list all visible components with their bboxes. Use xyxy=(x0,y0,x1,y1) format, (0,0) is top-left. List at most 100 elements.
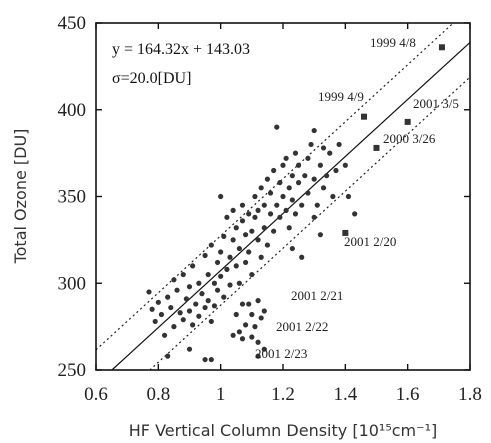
data-point xyxy=(239,202,246,208)
data-point xyxy=(292,211,299,217)
data-point xyxy=(186,346,193,352)
data-point xyxy=(271,167,277,174)
data-point xyxy=(267,190,274,196)
data-point xyxy=(239,218,246,224)
data-point xyxy=(146,289,152,295)
equation-label: y = 164.32x + 143.03 xyxy=(112,41,250,58)
data-point xyxy=(202,304,208,311)
x-tick-label: 0.8 xyxy=(146,384,170,405)
x-tick-label: 1 xyxy=(216,384,226,405)
data-point xyxy=(261,308,267,314)
data-point xyxy=(327,150,333,156)
data-point xyxy=(190,322,196,328)
annotation-label: 2000 3/26 xyxy=(383,131,436,146)
data-point xyxy=(186,308,193,314)
data-point xyxy=(236,329,242,335)
data-point xyxy=(233,263,239,269)
data-point xyxy=(171,324,177,330)
data-point xyxy=(214,287,221,293)
data-point xyxy=(261,346,267,352)
data-point xyxy=(165,353,171,359)
data-point xyxy=(249,228,255,234)
data-point xyxy=(202,252,208,259)
data-point xyxy=(289,245,295,252)
fit-line-upper xyxy=(95,22,454,351)
data-point xyxy=(258,254,264,260)
x-axis-title: HF Vertical Column Density [10¹⁵cm⁻¹] xyxy=(129,421,437,440)
data-point xyxy=(249,311,255,318)
data-point xyxy=(218,273,224,279)
data-point xyxy=(274,202,280,208)
data-point xyxy=(196,280,202,286)
x-tick-label: 1.8 xyxy=(458,384,482,405)
data-point xyxy=(292,150,299,156)
data-point xyxy=(236,280,242,286)
data-point xyxy=(205,298,211,304)
data-point xyxy=(286,225,292,231)
data-point xyxy=(211,303,218,309)
data-point xyxy=(336,141,342,148)
data-point xyxy=(311,127,317,134)
data-point xyxy=(227,282,233,288)
data-point xyxy=(196,313,202,319)
data-point xyxy=(283,155,289,161)
annotation-label: 2001 2/23 xyxy=(255,346,307,361)
data-point xyxy=(261,202,267,208)
data-point xyxy=(243,232,249,238)
data-point xyxy=(252,324,258,330)
data-point xyxy=(183,296,189,302)
y-tick-label: 400 xyxy=(58,100,87,121)
data-point xyxy=(177,310,183,316)
y-tick-label: 300 xyxy=(58,273,87,294)
data-point xyxy=(305,190,311,196)
data-point xyxy=(233,311,239,318)
highlighted-point xyxy=(373,144,380,151)
data-point xyxy=(258,185,264,191)
data-point xyxy=(255,298,261,304)
data-point xyxy=(193,301,199,307)
data-point xyxy=(330,193,336,200)
data-point xyxy=(277,180,283,186)
data-point xyxy=(255,339,261,345)
data-point xyxy=(224,266,230,272)
data-point xyxy=(255,207,261,213)
data-point xyxy=(264,176,271,182)
data-point xyxy=(218,193,224,200)
data-point xyxy=(302,173,308,179)
data-point xyxy=(317,162,323,168)
data-point xyxy=(230,332,236,338)
highlighted-point xyxy=(438,44,445,51)
data-point xyxy=(249,334,255,340)
y-tick-label: 350 xyxy=(58,187,87,208)
data-point xyxy=(246,249,252,255)
data-point xyxy=(333,167,339,174)
data-point xyxy=(308,141,314,148)
data-points xyxy=(146,44,445,363)
annotation-label: 1999 4/8 xyxy=(370,35,416,50)
data-point xyxy=(199,291,205,297)
data-point xyxy=(230,237,236,243)
highlighted-point xyxy=(361,113,368,120)
data-point xyxy=(218,249,224,255)
data-point xyxy=(286,185,292,191)
data-point xyxy=(152,318,158,325)
data-point xyxy=(277,214,283,220)
data-point xyxy=(186,284,193,290)
axes: 0.6 0.8 1 1.2 1.4 1.6 1.8 250 300 350 400 450 xyxy=(58,13,482,405)
highlighted-point xyxy=(342,229,349,236)
data-point xyxy=(221,294,227,300)
data-point xyxy=(239,301,246,307)
data-point xyxy=(345,193,352,200)
data-point xyxy=(352,211,358,217)
sigma-label: σ=20.0[DU] xyxy=(112,70,191,87)
data-point xyxy=(168,304,174,311)
annotation-label: 2001 3/5 xyxy=(413,96,459,111)
data-point xyxy=(283,207,289,213)
annotation-label: 2001 2/22 xyxy=(276,319,328,334)
data-point xyxy=(208,242,214,248)
data-point xyxy=(320,185,327,191)
data-point xyxy=(221,233,227,240)
data-point xyxy=(314,202,320,208)
data-point xyxy=(211,280,218,286)
data-point xyxy=(320,145,327,151)
